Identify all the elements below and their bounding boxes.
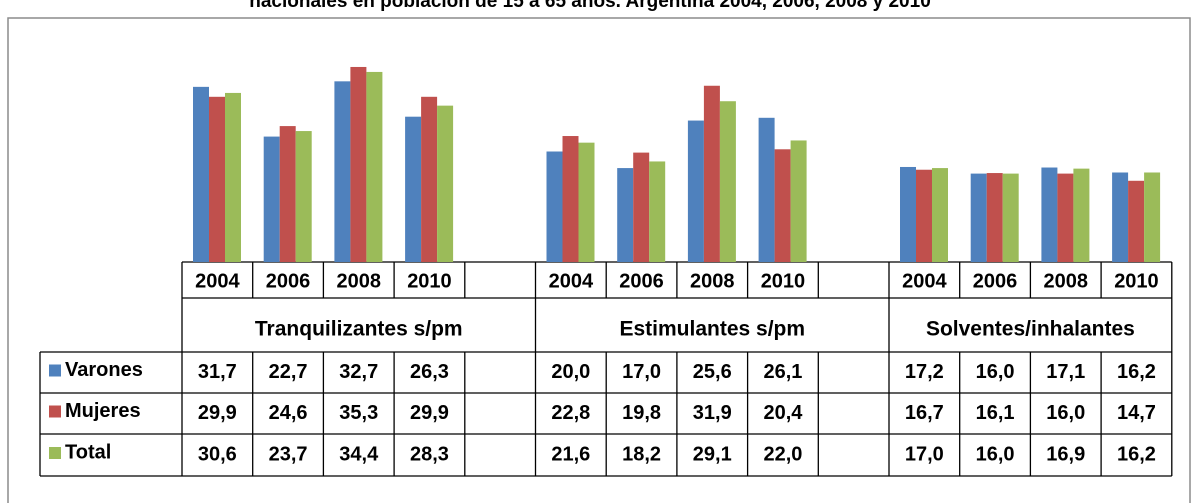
value-label: 35,3 <box>339 402 378 424</box>
x-tick-label: 2006 <box>619 270 664 292</box>
value-label: 18,2 <box>622 443 661 465</box>
value-label: 22,7 <box>269 361 308 383</box>
value-label: 16,2 <box>1117 443 1156 465</box>
bar <box>350 66 367 262</box>
bar <box>279 126 296 263</box>
bar <box>649 161 666 262</box>
bar <box>916 169 932 262</box>
x-tick-label: 2006 <box>973 270 1018 292</box>
group-label: Estimulantes s/pm <box>619 318 805 341</box>
bar <box>225 92 241 262</box>
x-tick-label: 2004 <box>902 270 947 292</box>
value-label: 16,0 <box>1046 402 1085 424</box>
bar <box>421 96 438 263</box>
value-label: 26,1 <box>763 361 802 383</box>
value-label: 20,0 <box>551 361 590 383</box>
value-label: 29,1 <box>693 443 732 465</box>
group-label: Tranquilizantes s/pm <box>255 318 463 341</box>
value-label: 26,3 <box>410 361 449 383</box>
value-label: 23,7 <box>269 443 308 465</box>
value-label: 14,7 <box>1117 402 1156 424</box>
x-tick-label: 2010 <box>761 270 806 292</box>
x-tick-label: 2004 <box>549 270 594 292</box>
value-label: 19,8 <box>622 402 661 424</box>
value-label: 29,9 <box>198 402 237 424</box>
bar <box>1002 173 1019 262</box>
bar <box>790 140 807 262</box>
value-label: 22,8 <box>551 402 590 424</box>
x-tick-label: 2010 <box>1114 270 1159 292</box>
value-label: 31,7 <box>198 361 237 383</box>
bar <box>1112 172 1129 262</box>
value-label: 16,0 <box>976 443 1015 465</box>
legend-label: Varones <box>65 359 143 381</box>
value-label: 17,0 <box>905 443 944 465</box>
value-label: 21,6 <box>551 443 590 465</box>
value-label: 17,2 <box>905 361 944 383</box>
bar <box>1073 168 1090 262</box>
legend-label: Mujeres <box>65 400 141 422</box>
legend-swatch <box>49 405 61 418</box>
chart-title: nacionales en población de 15 a 65 años.… <box>249 0 931 12</box>
value-label: 17,1 <box>1046 361 1085 383</box>
bar <box>970 173 987 262</box>
bar <box>633 152 650 262</box>
bar <box>546 151 563 262</box>
bar <box>687 120 704 262</box>
value-label: 34,4 <box>339 443 379 465</box>
bar <box>209 96 225 263</box>
bar <box>900 166 916 262</box>
bar <box>405 116 422 262</box>
legend-label: Total <box>65 441 111 463</box>
bar <box>774 149 791 262</box>
value-label: 20,4 <box>763 402 803 424</box>
bar <box>617 168 634 262</box>
value-label: 17,0 <box>622 361 661 383</box>
bar <box>366 71 383 262</box>
bar <box>703 85 720 262</box>
value-label: 28,3 <box>410 443 449 465</box>
bar <box>758 117 775 262</box>
x-tick-label: 2010 <box>407 270 452 292</box>
bar <box>334 81 351 263</box>
bar <box>1144 172 1161 262</box>
value-label: 16,7 <box>905 402 944 424</box>
value-label: 30,6 <box>198 443 237 465</box>
value-label: 25,6 <box>693 361 732 383</box>
bar <box>1128 180 1145 262</box>
value-label: 16,1 <box>976 402 1015 424</box>
value-label: 24,6 <box>269 402 308 424</box>
value-label: 31,9 <box>693 402 732 424</box>
x-tick-label: 2008 <box>337 270 382 292</box>
x-tick-label: 2004 <box>195 270 240 292</box>
x-tick-label: 2008 <box>1044 270 1089 292</box>
x-tick-label: 2006 <box>266 270 311 292</box>
value-label: 32,7 <box>339 361 378 383</box>
group-label: Solventes/inhalantes <box>926 318 1135 341</box>
bar <box>562 136 579 262</box>
legend-swatch <box>49 364 61 377</box>
bar <box>295 131 312 262</box>
value-label: 16,0 <box>976 361 1015 383</box>
bar <box>719 101 736 262</box>
value-label: 16,2 <box>1117 361 1156 383</box>
bar <box>932 168 948 262</box>
x-tick-label: 2008 <box>690 270 735 292</box>
bar <box>437 105 454 262</box>
bar <box>578 142 595 262</box>
bar <box>263 136 280 262</box>
value-label: 16,9 <box>1046 443 1085 465</box>
bar <box>1041 167 1058 262</box>
bar <box>1057 173 1074 262</box>
value-label: 22,0 <box>763 443 802 465</box>
value-label: 29,9 <box>410 402 449 424</box>
legend-swatch <box>49 447 61 459</box>
bar <box>193 86 209 262</box>
bar <box>986 173 1003 262</box>
